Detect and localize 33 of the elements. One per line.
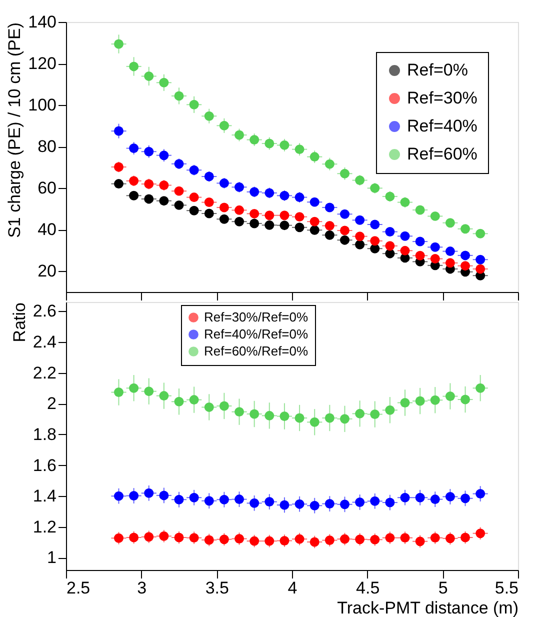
y-tick-label: 20 [38,262,56,281]
x-tick-label: 3.5 [205,578,229,598]
y-tick-label: 2 [47,394,56,414]
legend-label: Ref=60% [407,144,478,164]
legend-label: Ref=0% [407,60,468,80]
legend-label: Ref=60%/Ref=0% [204,344,309,358]
x-axis-title: Track-PMT distance (m) [337,598,518,617]
y-tick-label: 100 [28,96,56,115]
y-tick-label: 1 [47,548,56,568]
legend-label: Ref=30%/Ref=0% [204,310,309,324]
y-tick-label: 1.6 [32,456,56,475]
y-tick-label: 2.6 [32,302,56,321]
y-tick-label: 1.4 [32,486,56,506]
y-axis-title: Ratio [10,302,29,342]
y-tick-label: 2.2 [32,363,56,382]
y-tick-label: 1.8 [32,424,56,444]
x-tick-label: 4 [288,578,298,598]
y-axis-title: S1 charge (PE) / 10 cm (PE) [5,22,24,238]
legend-label: Ref=40% [407,116,478,136]
legend-label: Ref=30% [407,88,478,108]
legend-label: Ref=40%/Ref=0% [204,326,309,342]
x-tick-label: 5.5 [494,578,518,598]
y-tick-label: 1.2 [32,517,56,536]
y-tick-label: 140 [28,12,56,32]
x-tick-label: 3 [137,578,147,598]
y-tick-label: 60 [38,178,56,198]
y-tick-label: 2.4 [32,332,56,352]
x-tick-label: 5 [438,578,448,598]
y-tick-label: 40 [38,220,56,240]
x-tick-label: 4.5 [356,578,380,598]
y-tick-label: 120 [28,54,56,74]
y-tick-label: 80 [38,137,56,156]
x-tick-label: 2.5 [66,578,90,598]
